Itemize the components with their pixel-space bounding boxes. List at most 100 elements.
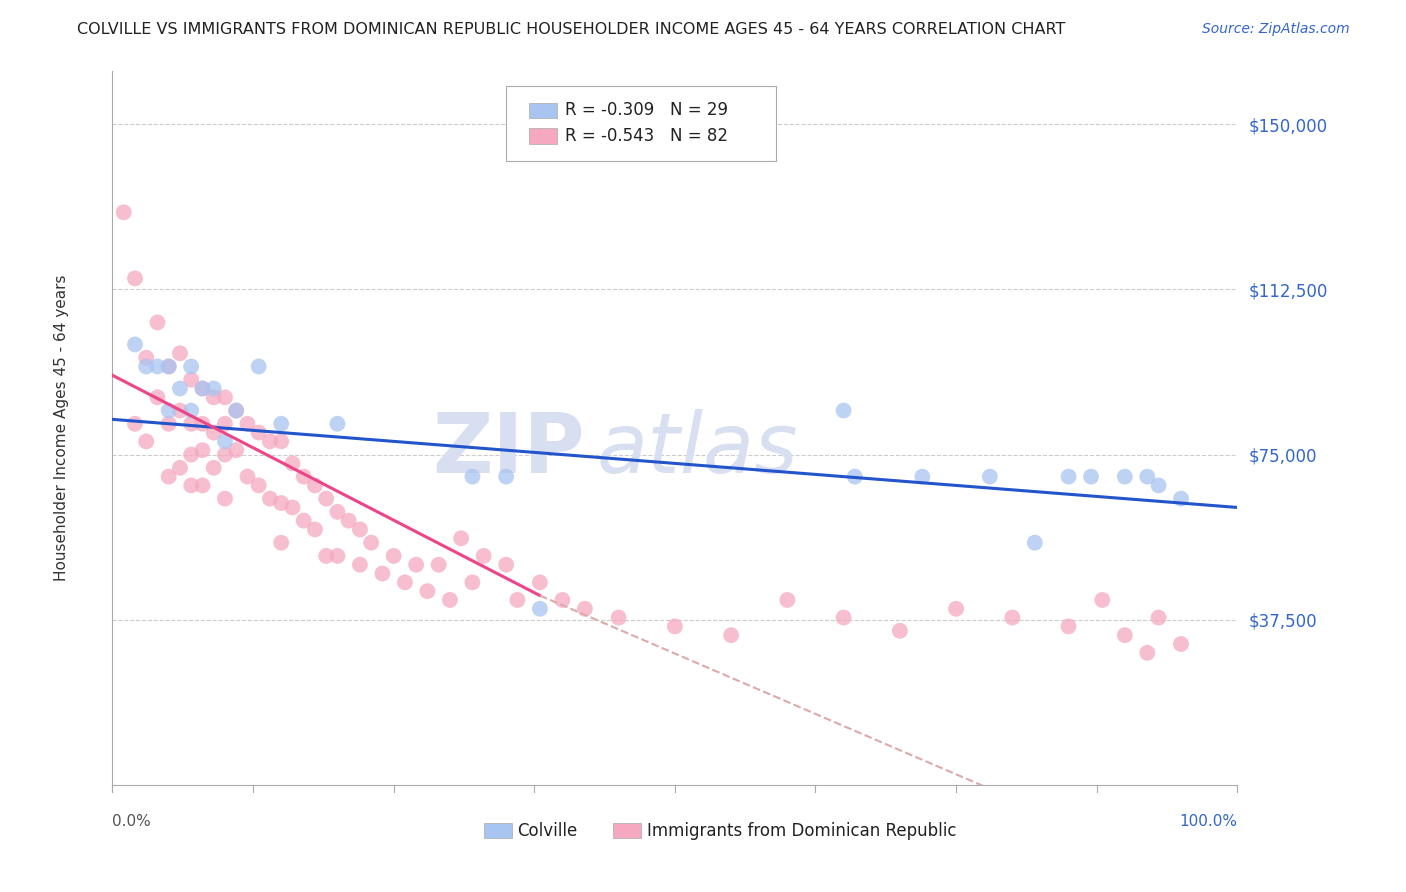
Point: [247, 359, 270, 374]
Point: [214, 417, 236, 431]
Point: [191, 382, 214, 396]
Point: [1114, 628, 1136, 642]
Point: [202, 382, 225, 396]
Point: [214, 491, 236, 506]
Point: [191, 443, 214, 458]
Point: [1080, 469, 1102, 483]
Text: atlas: atlas: [596, 409, 797, 490]
Text: R = -0.543   N = 82: R = -0.543 N = 82: [565, 127, 728, 145]
Point: [180, 417, 202, 431]
Point: [326, 417, 349, 431]
Point: [124, 271, 146, 285]
Point: [304, 478, 326, 492]
Point: [427, 558, 450, 572]
Point: [371, 566, 394, 581]
Point: [304, 523, 326, 537]
Point: [1170, 637, 1192, 651]
Text: 0.0%: 0.0%: [112, 814, 152, 829]
Point: [236, 469, 259, 483]
Point: [394, 575, 416, 590]
Point: [247, 425, 270, 440]
Point: [574, 601, 596, 615]
Point: [169, 403, 191, 417]
Point: [551, 593, 574, 607]
Point: [720, 628, 742, 642]
FancyBboxPatch shape: [484, 822, 512, 838]
Point: [124, 337, 146, 351]
FancyBboxPatch shape: [506, 86, 776, 161]
Point: [270, 496, 292, 510]
Point: [214, 448, 236, 462]
Point: [146, 359, 169, 374]
Text: Immigrants from Dominican Republic: Immigrants from Dominican Republic: [647, 822, 956, 839]
Point: [281, 457, 304, 471]
Point: [191, 478, 214, 492]
Point: [360, 535, 382, 549]
Point: [472, 549, 495, 563]
Point: [495, 469, 517, 483]
Point: [832, 610, 855, 624]
Point: [169, 460, 191, 475]
Point: [1024, 535, 1046, 549]
Point: [889, 624, 911, 638]
Point: [664, 619, 686, 633]
Point: [349, 523, 371, 537]
Point: [225, 403, 247, 417]
FancyBboxPatch shape: [613, 822, 641, 838]
Point: [461, 575, 484, 590]
Point: [1114, 469, 1136, 483]
Text: COLVILLE VS IMMIGRANTS FROM DOMINICAN REPUBLIC HOUSEHOLDER INCOME AGES 45 - 64 Y: COLVILLE VS IMMIGRANTS FROM DOMINICAN RE…: [77, 22, 1066, 37]
Point: [146, 315, 169, 329]
Point: [180, 448, 202, 462]
Point: [911, 469, 934, 483]
Text: Colville: Colville: [517, 822, 578, 839]
Point: [1147, 610, 1170, 624]
Point: [180, 478, 202, 492]
Point: [135, 434, 157, 449]
Point: [315, 491, 337, 506]
Point: [1091, 593, 1114, 607]
Point: [225, 403, 247, 417]
Point: [1001, 610, 1024, 624]
Point: [112, 205, 135, 219]
Point: [135, 359, 157, 374]
Point: [1136, 469, 1159, 483]
Point: [292, 469, 315, 483]
Point: [461, 469, 484, 483]
Point: [157, 403, 180, 417]
Point: [157, 469, 180, 483]
Point: [844, 469, 866, 483]
Point: [180, 359, 202, 374]
Text: Householder Income Ages 45 - 64 years: Householder Income Ages 45 - 64 years: [55, 275, 69, 582]
Point: [270, 434, 292, 449]
Point: [405, 558, 427, 572]
Point: [776, 593, 799, 607]
Point: [180, 373, 202, 387]
Point: [169, 382, 191, 396]
Point: [326, 549, 349, 563]
Point: [214, 434, 236, 449]
Point: [169, 346, 191, 360]
Point: [416, 584, 439, 599]
Point: [1057, 619, 1080, 633]
Point: [202, 390, 225, 404]
Point: [607, 610, 630, 624]
Point: [214, 390, 236, 404]
Point: [146, 390, 169, 404]
Point: [202, 425, 225, 440]
Point: [191, 382, 214, 396]
Point: [450, 531, 472, 545]
Text: R = -0.309   N = 29: R = -0.309 N = 29: [565, 101, 728, 119]
Point: [259, 434, 281, 449]
Point: [1147, 478, 1170, 492]
Point: [157, 359, 180, 374]
FancyBboxPatch shape: [529, 128, 557, 145]
Point: [247, 478, 270, 492]
Point: [281, 500, 304, 515]
Point: [832, 403, 855, 417]
Point: [945, 601, 967, 615]
Text: 100.0%: 100.0%: [1180, 814, 1237, 829]
FancyBboxPatch shape: [529, 103, 557, 119]
Point: [529, 601, 551, 615]
Point: [270, 535, 292, 549]
